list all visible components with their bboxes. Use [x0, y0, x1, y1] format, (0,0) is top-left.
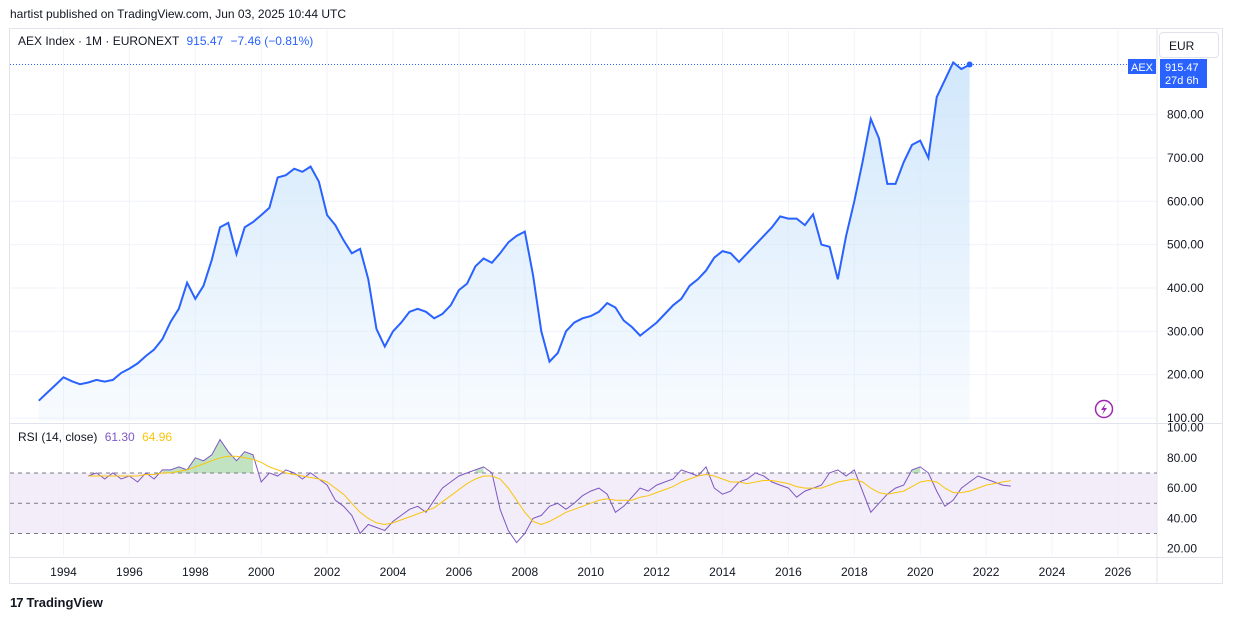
time-axis-label: 2014 — [709, 565, 736, 579]
price-axis-label: 800.00 — [1167, 108, 1204, 122]
price-axis-label: 400.00 — [1167, 281, 1204, 295]
time-axis-label: 2006 — [446, 565, 473, 579]
time-axis-label: 2016 — [775, 565, 802, 579]
rsi-axis-label: 40.00 — [1167, 511, 1197, 525]
rsi-value: 61.30 — [104, 430, 135, 444]
rsi-axis-label: 60.00 — [1167, 481, 1197, 495]
time-axis-label: 2004 — [380, 565, 407, 579]
rsi-overbought-fill — [912, 466, 921, 473]
rsi-axis-label: 100.00 — [1167, 421, 1204, 435]
lightning-icon[interactable] — [1094, 399, 1114, 419]
price-area — [38, 62, 970, 421]
symbol-legend: AEX Index · 1M · EURONEXT 915.47 −7.46 (… — [18, 34, 313, 48]
rsi-ma-value: 64.96 — [142, 430, 173, 444]
price-axis-label: 200.00 — [1167, 368, 1204, 382]
time-axis-label: 1998 — [182, 565, 209, 579]
time-axis-label: 2012 — [643, 565, 670, 579]
price-axis-label: 500.00 — [1167, 238, 1204, 252]
rsi-axis-label: 20.00 — [1167, 542, 1197, 556]
rsi-ma-line — [88, 455, 1011, 526]
tradingview-logo[interactable]: 17 TradingView — [10, 595, 103, 610]
publish-info: hartist published on TradingView.com, Ju… — [10, 7, 346, 21]
last-price-dot — [966, 61, 973, 68]
rsi-background-band — [10, 472, 1157, 534]
time-axis-label: 2022 — [973, 565, 1000, 579]
last-price: 915.47 — [186, 34, 224, 48]
time-axis-label: 2024 — [1039, 565, 1066, 579]
time-axis-label: 2000 — [248, 565, 275, 579]
rsi-name[interactable]: RSI (14, close) — [18, 430, 98, 444]
tradingview-logo-text: TradingView — [26, 595, 103, 610]
time-axis-label: 2010 — [577, 565, 604, 579]
price-change: −7.46 (−0.81%) — [230, 34, 314, 48]
price-axis-label: 100.00 — [1167, 411, 1204, 425]
symbol-name[interactable]: AEX Index · 1M · EURONEXT — [18, 34, 180, 48]
price-axis-label: 300.00 — [1167, 324, 1204, 338]
price-tag-label: AEX — [1131, 62, 1154, 74]
time-axis-label: 1996 — [116, 565, 143, 579]
time-axis-label: 2026 — [1105, 565, 1132, 579]
rsi-axis-label: 80.00 — [1167, 451, 1197, 465]
time-axis-label: 2008 — [511, 565, 538, 579]
time-axis-label: 2020 — [907, 565, 934, 579]
time-axis-label: 1994 — [50, 565, 77, 579]
price-tag: AEX 915.47 27d 6h — [1128, 59, 1207, 88]
price-axis-label: 600.00 — [1167, 194, 1204, 208]
price-tag-value: 915.47 — [1165, 62, 1199, 74]
rsi-overbought-fill — [475, 466, 484, 473]
rsi-overbought-fill — [162, 439, 253, 473]
rsi-legend: RSI (14, close) 61.30 64.96 — [18, 430, 172, 444]
chart-frame — [9, 28, 1223, 584]
price-tag-countdown: 27d 6h — [1165, 75, 1199, 87]
tradingview-logo-icon: 17 — [10, 595, 24, 610]
time-axis-label: 2002 — [314, 565, 341, 579]
rsi-line — [88, 438, 1011, 544]
price-axis-label: 700.00 — [1167, 151, 1204, 165]
currency-button[interactable]: EUR — [1159, 32, 1219, 58]
time-axis-label: 2018 — [841, 565, 868, 579]
price-line — [38, 60, 971, 402]
